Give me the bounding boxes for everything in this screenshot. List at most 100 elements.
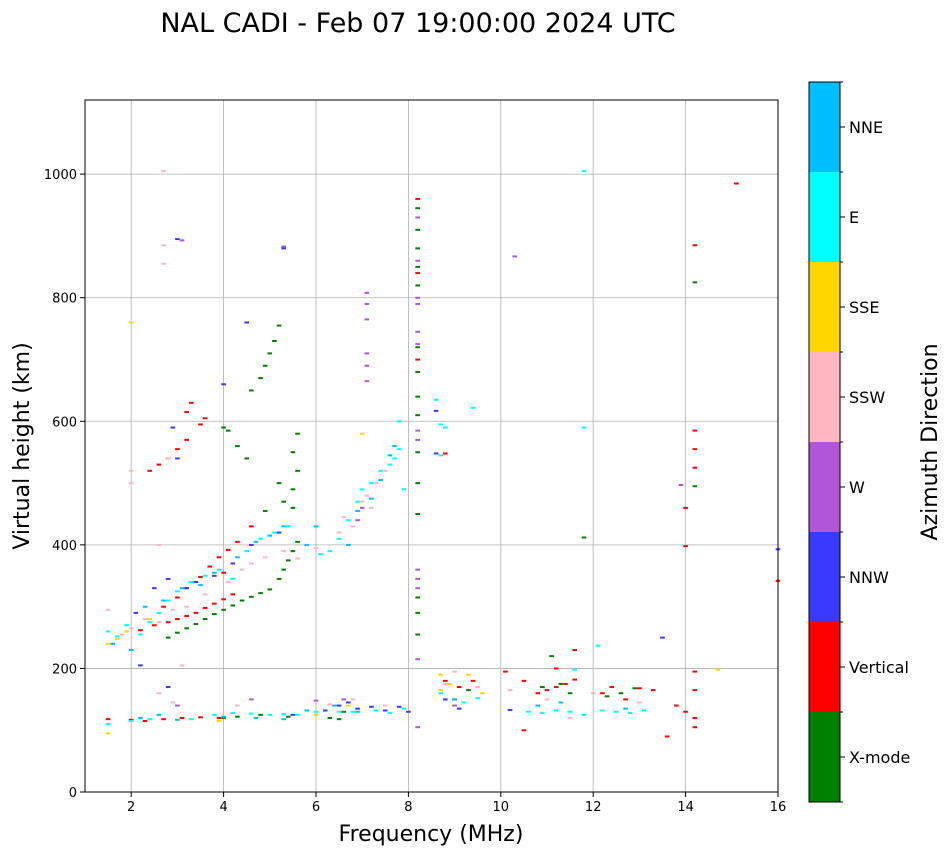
- data-point: [632, 687, 638, 690]
- data-point: [142, 720, 148, 723]
- data-point: [249, 712, 254, 715]
- plot-frame: [84, 99, 779, 793]
- data-point: [415, 429, 420, 432]
- data-point: [715, 668, 721, 671]
- data-point: [415, 513, 420, 516]
- data-point: [216, 568, 222, 571]
- data-point: [230, 711, 236, 714]
- data-point: [175, 618, 180, 621]
- colorbar-label: W: [849, 478, 865, 497]
- data-point: [295, 432, 300, 435]
- data-point: [175, 448, 180, 451]
- data-point: [313, 710, 319, 713]
- data-point: [415, 228, 420, 231]
- data-point: [641, 709, 647, 712]
- data-point: [249, 389, 254, 392]
- data-point: [590, 692, 596, 695]
- colorbar-frame: [808, 81, 841, 803]
- data-point: [540, 711, 545, 714]
- data-point: [230, 577, 236, 580]
- chart-title: NAL CADI - Feb 07 19:00:00 2024 UTC: [160, 8, 675, 39]
- colorbar-title: Azimuth Direction: [918, 343, 943, 540]
- data-point: [600, 709, 605, 712]
- data-point: [267, 534, 273, 537]
- data-point: [216, 556, 222, 559]
- data-point: [452, 704, 457, 707]
- data-point: [364, 352, 370, 355]
- data-point: [290, 488, 296, 491]
- x-tick-label: 2: [127, 800, 135, 815]
- data-point: [438, 673, 444, 676]
- x-tick-label: 6: [312, 800, 320, 815]
- data-point: [193, 611, 199, 614]
- data-point: [415, 302, 420, 305]
- data-point: [244, 457, 250, 460]
- data-point: [355, 519, 360, 522]
- data-point: [235, 704, 240, 707]
- data-point: [660, 636, 665, 639]
- data-point: [105, 608, 111, 611]
- series-nne: [110, 445, 628, 721]
- data-point: [521, 679, 527, 682]
- data-point: [151, 587, 157, 590]
- data-point: [415, 216, 420, 219]
- data-point: [156, 543, 162, 546]
- y-tick-label: 600: [52, 415, 77, 430]
- data-point: [313, 547, 319, 550]
- data-point: [133, 611, 139, 614]
- data-point: [253, 540, 259, 543]
- data-point: [507, 708, 513, 711]
- data-point: [581, 170, 587, 173]
- data-point: [249, 595, 254, 598]
- data-point: [295, 713, 300, 716]
- data-point: [581, 426, 587, 429]
- data-point: [415, 577, 420, 580]
- data-point: [692, 670, 698, 673]
- data-point: [336, 531, 342, 534]
- data-point: [364, 380, 370, 383]
- data-point: [387, 454, 393, 457]
- data-point: [212, 574, 217, 577]
- series-ssw: [105, 170, 642, 719]
- data-point: [147, 621, 152, 624]
- data-point: [475, 686, 481, 689]
- data-point: [433, 409, 439, 412]
- data-point: [415, 726, 420, 729]
- data-point: [147, 718, 152, 721]
- data-point: [221, 598, 226, 601]
- data-point: [225, 429, 231, 432]
- data-point: [212, 602, 217, 605]
- data-point: [304, 543, 310, 546]
- data-point: [295, 469, 300, 472]
- data-point: [290, 550, 296, 553]
- data-point: [540, 686, 545, 689]
- data-point: [235, 715, 240, 718]
- data-point: [295, 540, 300, 543]
- data-point: [572, 648, 578, 651]
- data-point: [115, 635, 120, 638]
- y-tick-label: 800: [52, 292, 77, 307]
- data-point: [415, 438, 420, 441]
- data-point: [258, 592, 263, 595]
- x-tick-label: 8: [404, 800, 412, 815]
- data-point: [480, 692, 485, 695]
- data-point: [313, 713, 319, 716]
- data-point: [600, 692, 605, 695]
- data-point: [350, 710, 356, 713]
- data-point: [198, 716, 203, 719]
- data-point: [281, 718, 286, 721]
- data-point: [304, 709, 310, 712]
- data-point: [165, 457, 171, 460]
- series-w: [175, 216, 684, 729]
- data-point: [336, 718, 342, 721]
- data-point: [313, 525, 319, 528]
- data-point: [276, 577, 282, 580]
- data-point: [415, 247, 420, 250]
- data-point: [637, 687, 642, 690]
- x-tick-label: 10: [493, 800, 510, 815]
- data-point: [581, 713, 587, 716]
- data-point: [503, 670, 508, 673]
- data-point: [128, 720, 134, 723]
- data-point: [221, 383, 226, 386]
- data-point: [175, 704, 180, 707]
